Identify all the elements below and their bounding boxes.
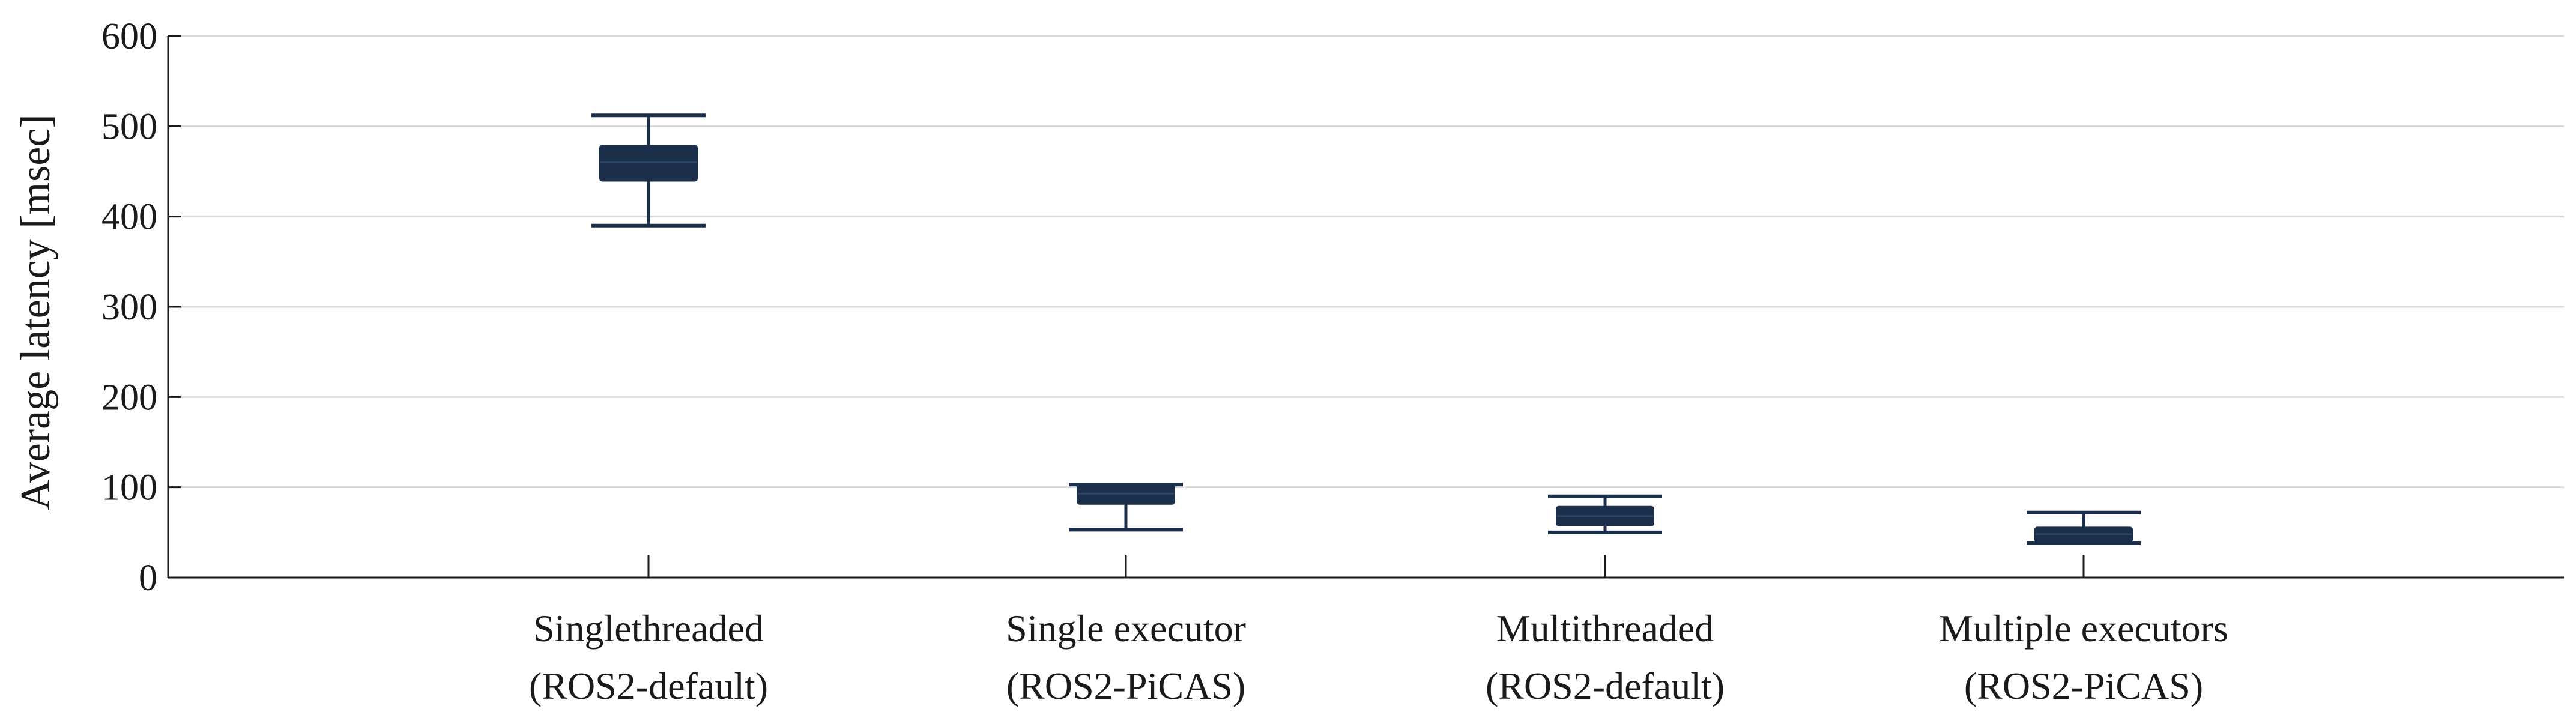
category-labels: Singlethreaded (ROS2-default) Single execu… bbox=[529, 607, 2228, 707]
y-tick-label: 0 bbox=[139, 558, 157, 599]
boxes bbox=[591, 113, 2141, 545]
category-label-line1: Multiple executors bbox=[1939, 607, 2228, 650]
box-2 bbox=[1069, 483, 1183, 532]
axes bbox=[167, 35, 2564, 579]
category-label-line2: (ROS2-PiCAS) bbox=[1964, 665, 2203, 707]
y-tick-labels: 0 100 200 300 400 500 600 bbox=[101, 16, 157, 599]
y-tick-label: 100 bbox=[101, 468, 157, 508]
box-4 bbox=[2027, 510, 2141, 545]
y-tick-label: 400 bbox=[101, 197, 157, 238]
y-axis-title: Average latency [msec] bbox=[13, 114, 59, 510]
y-tick-label: 300 bbox=[101, 287, 157, 328]
category-label-line1: Singlethreaded bbox=[533, 607, 764, 650]
box-3 bbox=[1548, 494, 1662, 534]
box-body bbox=[599, 145, 698, 182]
y-tick-label: 200 bbox=[101, 377, 157, 418]
y-tick-label: 600 bbox=[101, 16, 157, 57]
y-tick-label: 500 bbox=[101, 106, 157, 147]
category-label-line2: (ROS2-default) bbox=[1486, 665, 1725, 707]
x-tick-marks bbox=[647, 555, 2085, 578]
grid-lines bbox=[168, 35, 2564, 489]
category-label-line1: Single executor bbox=[1006, 607, 1246, 650]
box-1 bbox=[591, 113, 706, 228]
category-label-line1: Multithreaded bbox=[1496, 607, 1714, 650]
category-label-line2: (ROS2-default) bbox=[529, 665, 768, 707]
category-label-line2: (ROS2-PiCAS) bbox=[1006, 665, 1245, 707]
